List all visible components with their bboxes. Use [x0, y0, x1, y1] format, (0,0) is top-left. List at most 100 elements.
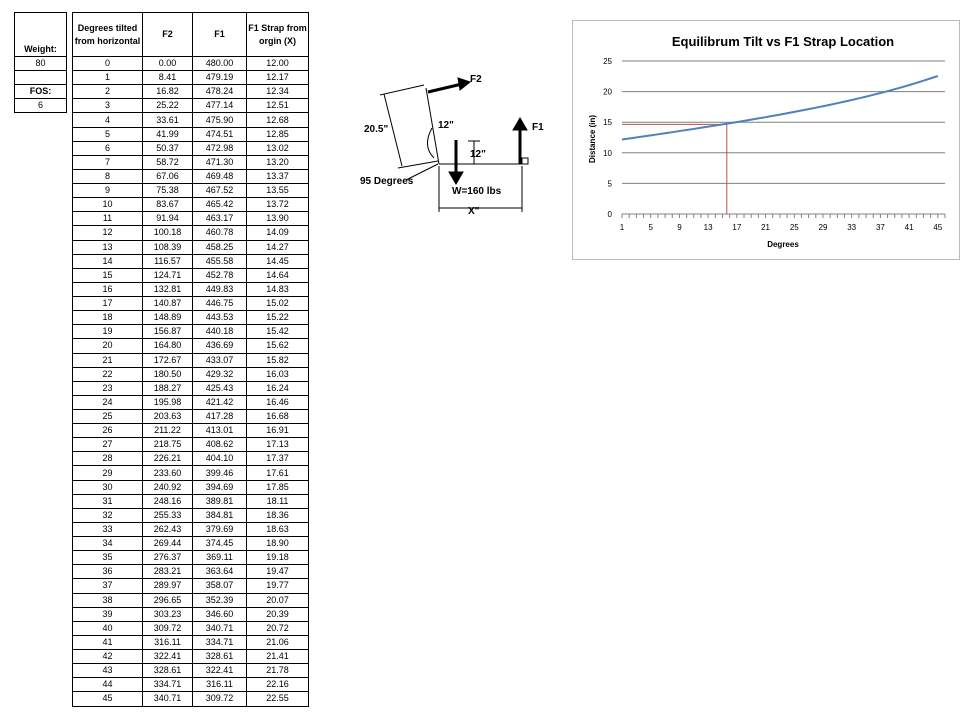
- table-cell: 289.97: [142, 578, 193, 594]
- table-cell: 20.39: [246, 606, 309, 622]
- table-cell: 12.85: [246, 126, 309, 142]
- table-cell: 16.24: [246, 380, 309, 396]
- table-cell: 13.02: [246, 140, 309, 156]
- table-cell: 41: [72, 634, 143, 651]
- table-cell: 458.25: [192, 239, 247, 255]
- table-cell: 164.80: [142, 338, 193, 354]
- table-cell: 303.23: [142, 606, 193, 622]
- table-cell: 21.06: [246, 634, 309, 651]
- table-cell: 203.63: [142, 409, 193, 425]
- table-cell: 13.90: [246, 211, 309, 227]
- table-cell: 28: [72, 451, 143, 467]
- x-tick-label: 25: [790, 223, 799, 232]
- weight-label-cell: Weight:: [14, 12, 67, 57]
- table-cell: 12.17: [246, 70, 309, 86]
- table-cell: 172.67: [142, 352, 193, 368]
- table-cell: 15.02: [246, 296, 309, 312]
- table-cell: 13.37: [246, 168, 309, 185]
- table-cell: 443.53: [192, 310, 247, 326]
- table-cell: 4: [72, 112, 143, 128]
- table-cell: 8.41: [142, 70, 193, 86]
- table-cell: 83.67: [142, 197, 193, 213]
- table-cell: 334.71: [192, 634, 247, 651]
- table-cell: 188.27: [142, 380, 193, 396]
- dim-20-5-line: [383, 93, 403, 167]
- table-cell: 33.61: [142, 112, 193, 128]
- table-cell: 17.37: [246, 451, 309, 467]
- label-95: 95 Degrees: [360, 176, 414, 187]
- label-12-a: 12": [438, 120, 454, 131]
- table-cell: 16.91: [246, 423, 309, 439]
- table-cell: 480.00: [192, 56, 247, 72]
- table-cell: 20.72: [246, 620, 309, 636]
- table-cell: 449.83: [192, 281, 247, 298]
- table-cell: 421.42: [192, 394, 247, 410]
- table-cell: 322.41: [192, 663, 247, 679]
- table-cell: 226.21: [142, 451, 193, 467]
- table-cell: 474.51: [192, 126, 247, 142]
- table-cell: 389.81: [192, 493, 247, 509]
- table-cell: 24: [72, 394, 143, 410]
- table-cell: 14.83: [246, 281, 309, 298]
- table-cell: 440.18: [192, 324, 247, 340]
- table-cell: 276.37: [142, 550, 193, 566]
- fos-label-cell: FOS:: [14, 84, 67, 99]
- table-cell: 22.55: [246, 691, 309, 707]
- table-cell: 16.68: [246, 409, 309, 425]
- table-cell: 19.18: [246, 550, 309, 566]
- table-cell: 21.41: [246, 649, 309, 665]
- table-cell: 124.71: [142, 267, 193, 283]
- table-cell: 340.71: [192, 620, 247, 636]
- beam-line: [425, 87, 440, 165]
- table-cell: 469.48: [192, 168, 247, 185]
- y-tick-label: 25: [603, 57, 612, 66]
- table-cell: 455.58: [192, 253, 247, 269]
- table-cell: 25.22: [142, 98, 193, 114]
- table-cell: 38: [72, 592, 143, 608]
- x-tick-label: 33: [847, 223, 856, 232]
- table-cell: 50.37: [142, 140, 193, 156]
- table-cell: 413.01: [192, 423, 247, 439]
- table-cell: 296.65: [142, 592, 193, 608]
- y-tick-label: 15: [603, 118, 612, 127]
- table-cell: 479.19: [192, 70, 247, 86]
- table-cell: 374.45: [192, 536, 247, 552]
- table-cell: 283.21: [142, 564, 193, 580]
- table-cell: 358.07: [192, 578, 247, 594]
- table-cell: 467.52: [192, 183, 247, 199]
- x-tick-label: 41: [905, 223, 914, 232]
- table-cell: 39: [72, 606, 143, 622]
- line-chart: Equilibrum Tilt vs F1 Strap Location Dis…: [588, 34, 946, 249]
- table-cell: 309.72: [142, 620, 193, 636]
- table-cell: 255.33: [142, 507, 193, 523]
- table-cell: 334.71: [142, 677, 193, 693]
- table-cell: 19: [72, 324, 143, 340]
- table-cell: 394.69: [192, 479, 247, 495]
- x-axis-label: Degrees: [767, 240, 799, 249]
- table-cell: 1: [72, 70, 143, 86]
- force-diagram: F2 F1 20.5" 12" 12" 95 Degrees W=160 lbs…: [360, 74, 544, 217]
- table-cell: 17: [72, 296, 143, 312]
- table-cell: 13.20: [246, 154, 309, 170]
- table-cell: 363.64: [192, 564, 247, 580]
- table-cell: 21: [72, 352, 143, 368]
- table-cell: 463.17: [192, 211, 247, 227]
- table-cell: 14.27: [246, 239, 309, 255]
- table-cell: 340.71: [142, 691, 193, 707]
- table-cell: 17.85: [246, 479, 309, 495]
- table-cell: 30: [72, 479, 143, 495]
- table-cell: 12.68: [246, 112, 309, 128]
- x-tick-label: 29: [819, 223, 828, 232]
- table-cell: 12: [72, 225, 143, 241]
- table-header-cell: F1: [192, 12, 247, 57]
- table-cell: 322.41: [142, 649, 193, 665]
- table-cell: 384.81: [192, 507, 247, 523]
- table-cell: 36: [72, 564, 143, 580]
- table-cell: 14.64: [246, 267, 309, 283]
- table-cell: 471.30: [192, 154, 247, 170]
- table-cell: 19.77: [246, 578, 309, 594]
- series-line: [621, 75, 939, 141]
- table-cell: 180.50: [142, 366, 193, 382]
- y-tick-label: 20: [603, 88, 612, 97]
- table-cell: 156.87: [142, 324, 193, 340]
